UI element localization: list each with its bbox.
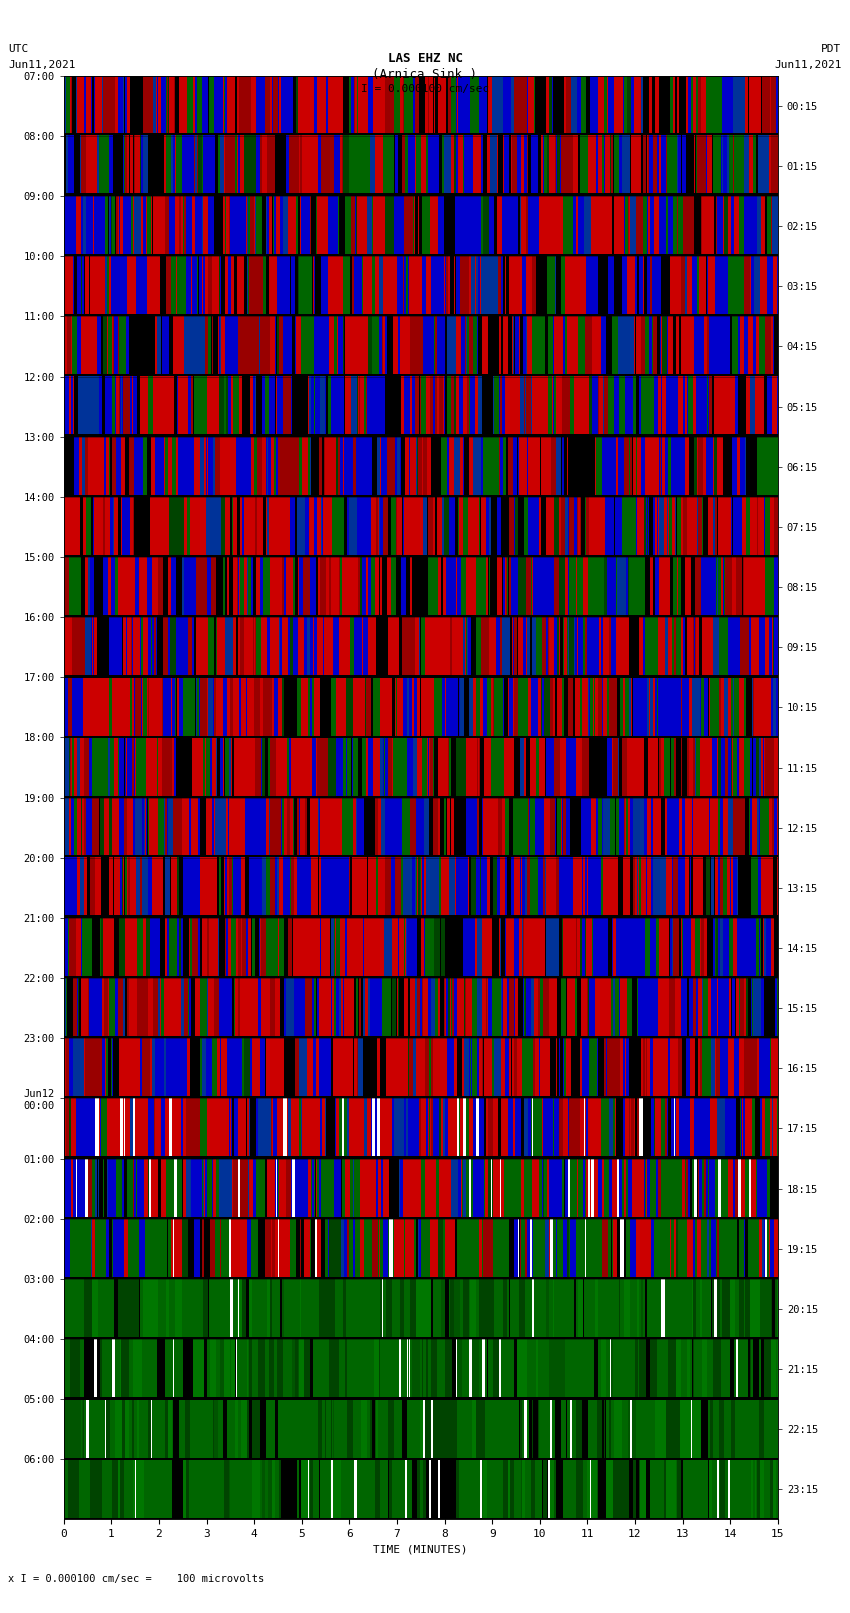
Text: (Arnica Sink ): (Arnica Sink )	[372, 68, 478, 81]
Text: Jun11,2021: Jun11,2021	[8, 60, 76, 69]
Text: x I = 0.000100 cm/sec =    100 microvolts: x I = 0.000100 cm/sec = 100 microvolts	[8, 1574, 264, 1584]
Text: UTC: UTC	[8, 44, 29, 53]
Text: PDT: PDT	[821, 44, 842, 53]
Text: Jun11,2021: Jun11,2021	[774, 60, 842, 69]
Text: I = 0.000100 cm/sec: I = 0.000100 cm/sec	[361, 84, 489, 94]
Text: LAS EHZ NC: LAS EHZ NC	[388, 52, 462, 65]
X-axis label: TIME (MINUTES): TIME (MINUTES)	[373, 1545, 468, 1555]
